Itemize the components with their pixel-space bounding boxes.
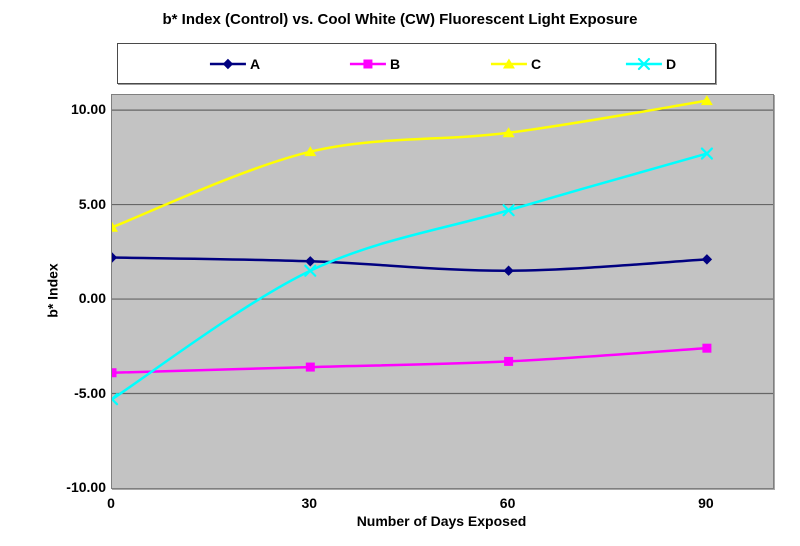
series-D-marker-0 [112,393,119,406]
y-tick-label-0.00: 0.00 [78,290,106,307]
series-B-line [112,346,707,374]
series-B-marker-60 [504,356,514,366]
legend-marker-square-icon [349,59,386,68]
legend-item-C: C [489,56,541,72]
chart-title: b* Index (Control) vs. Cool White (CW) F… [162,11,638,28]
series-C-marker-60 [502,127,515,138]
legend-label-A: A [249,55,261,72]
legend-marker-B [363,59,373,68]
legend-item-D: D [624,56,676,72]
series-D-marker-30 [304,264,317,277]
plot-area [111,94,774,489]
series-D-marker-60 [502,204,515,217]
legend-marker-x-icon [625,57,662,70]
legend-label-B: B [389,55,401,72]
series-C-marker-90 [700,95,713,106]
series-C-line [112,99,708,229]
series-A-marker-0 [112,252,118,263]
series-B-marker-0 [112,368,117,378]
x-tick-label-0: 0 [107,495,115,511]
legend: A B C D [117,43,716,84]
series-B-marker-30 [305,362,315,372]
series-B-marker-90 [702,343,712,353]
series-C-marker-0 [112,221,118,232]
y-tick-label-10.00: 10.00 [70,101,106,118]
legend-item-A: A [208,56,260,72]
series-D-line [112,152,708,401]
series-A-marker-60 [503,265,514,276]
y-tick-label--10.00: -10.00 [66,479,106,495]
x-tick-label-60: 60 [499,495,516,511]
legend-marker-C [502,58,515,68]
series-A-line [112,256,707,272]
y-tick-label-5.00: 5.00 [78,195,106,212]
legend-marker-A [222,58,234,69]
series-plot [112,95,773,488]
legend-label-D: D [665,55,677,72]
legend-item-B: B [348,56,400,72]
series-D-marker-90 [700,147,713,160]
legend-marker-diamond-icon [209,58,246,69]
series-A-marker-30 [305,256,316,267]
y-tick-label--5.00: -5.00 [74,384,106,401]
y-axis-title: b* Index [44,263,61,318]
x-tick-label-30: 30 [301,495,318,511]
legend-marker-D [637,57,651,70]
x-tick-label-90: 90 [698,495,714,511]
series-C-marker-30 [304,146,317,157]
legend-label-C: C [530,55,542,72]
series-A-marker-90 [701,254,713,265]
legend-marker-triangle-icon [490,58,527,68]
x-axis-title: Number of Days Exposed [356,513,527,529]
